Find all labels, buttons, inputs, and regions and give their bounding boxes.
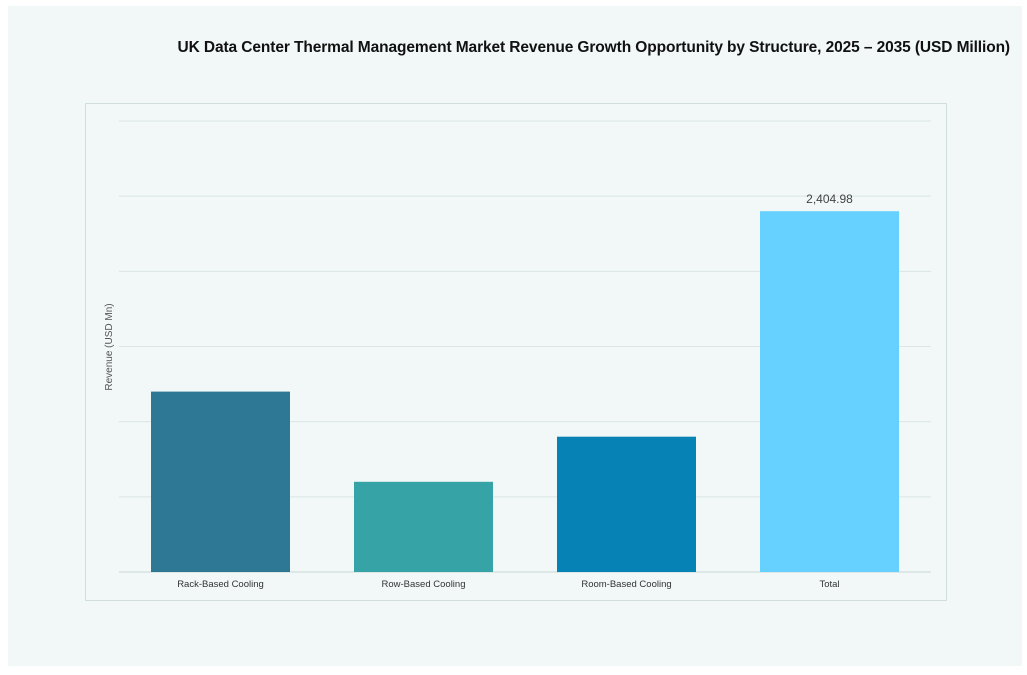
bar-rack-based-cooling — [151, 391, 290, 572]
data-label: 2,404.98 — [806, 192, 853, 206]
chart-title: UK Data Center Thermal Management Market… — [177, 39, 1010, 56]
y-axis-label: Revenue (USD Mn) — [104, 303, 115, 390]
labels: Rack-Based Cooling Row-Based Cooling Room-… — [177, 192, 853, 590]
chart-page: UK Data Center Thermal Management Market… — [8, 6, 1022, 666]
x-tick-label: Rack-Based Cooling — [177, 579, 264, 590]
x-tick-label: Total — [819, 579, 839, 590]
bar-chart: Rack-Based Cooling Row-Based Cooling Room-… — [104, 120, 931, 590]
bars — [151, 211, 899, 572]
x-tick-label: Row-Based Cooling — [382, 579, 466, 590]
x-tick-label: Room-Based Cooling — [581, 579, 671, 590]
bar-row-based-cooling — [354, 481, 493, 572]
bar-room-based-cooling — [557, 436, 696, 572]
bar-total — [760, 211, 899, 572]
